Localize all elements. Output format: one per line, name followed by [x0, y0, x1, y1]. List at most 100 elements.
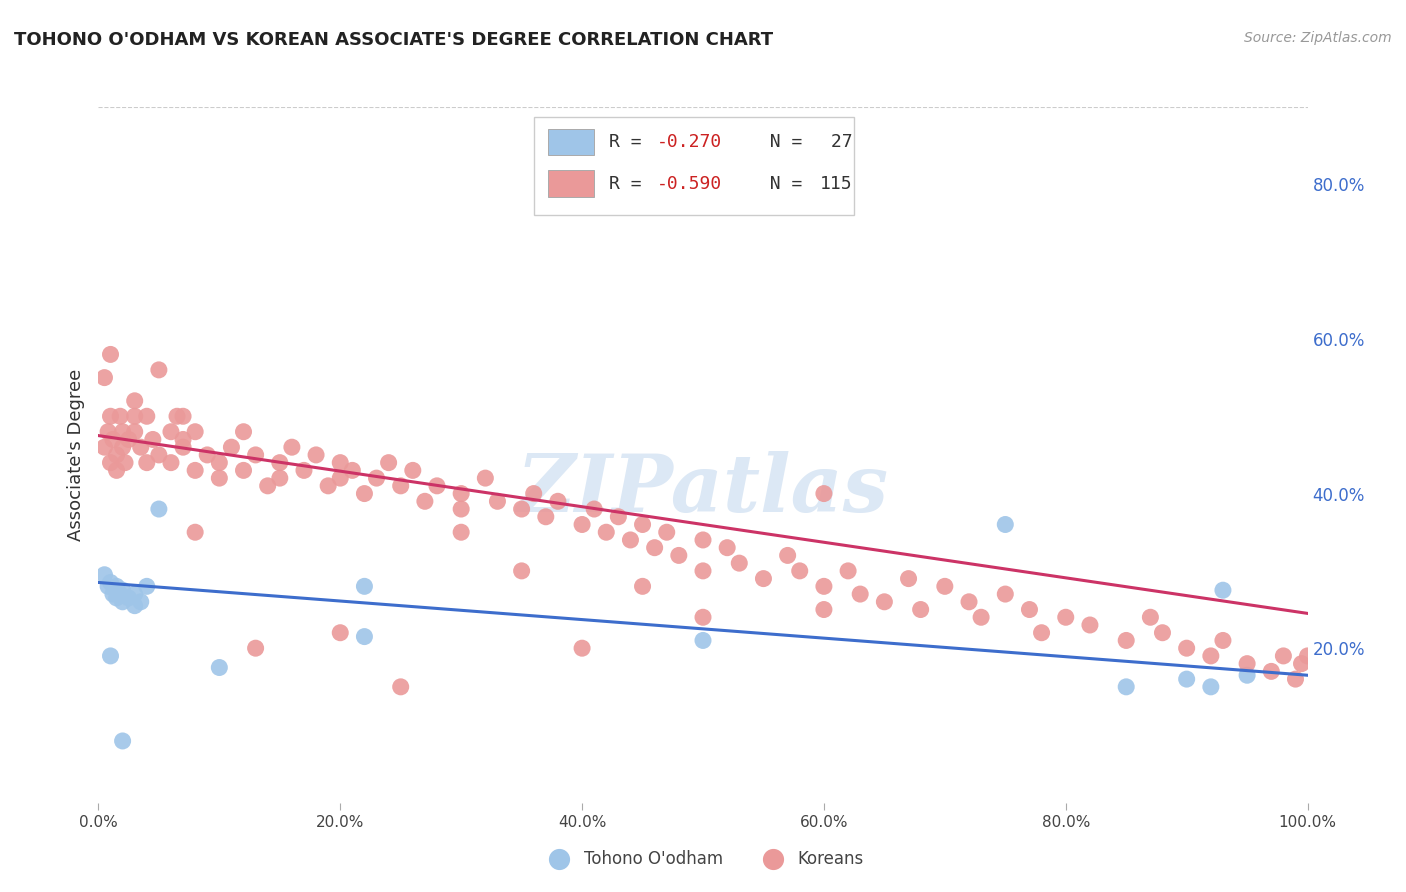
- Point: [1175, 672, 1198, 686]
- Point: [1152, 625, 1174, 640]
- Point: [1031, 625, 1053, 640]
- Point: [1260, 665, 1282, 679]
- Point: [208, 471, 231, 485]
- Point: [245, 448, 267, 462]
- Point: [655, 525, 678, 540]
- Point: [752, 572, 775, 586]
- Point: [426, 479, 449, 493]
- Point: [105, 579, 128, 593]
- Point: [111, 440, 134, 454]
- Point: [101, 433, 124, 447]
- Point: [118, 591, 141, 605]
- Point: [1115, 680, 1137, 694]
- Text: Source: ZipAtlas.com: Source: ZipAtlas.com: [1244, 31, 1392, 45]
- Point: [108, 587, 131, 601]
- Point: [105, 591, 128, 605]
- Point: [100, 409, 122, 424]
- Point: [129, 595, 152, 609]
- Point: [101, 587, 124, 601]
- Point: [269, 471, 291, 485]
- Point: [994, 587, 1017, 601]
- Point: [100, 575, 122, 590]
- Point: [292, 463, 315, 477]
- Point: [232, 425, 254, 439]
- Point: [305, 448, 328, 462]
- Point: [148, 448, 170, 462]
- Point: [377, 456, 399, 470]
- Point: [692, 564, 714, 578]
- Point: [105, 463, 128, 477]
- Point: [692, 533, 714, 547]
- Point: [316, 479, 339, 493]
- Point: [668, 549, 690, 563]
- Point: [114, 456, 136, 470]
- Point: [970, 610, 993, 624]
- Point: [129, 440, 152, 454]
- Point: [631, 517, 654, 532]
- Point: [100, 347, 122, 361]
- Point: [329, 471, 352, 485]
- Point: [776, 549, 799, 563]
- Text: ZIPatlas: ZIPatlas: [517, 451, 889, 528]
- Point: [111, 595, 134, 609]
- Text: -0.270: -0.270: [657, 133, 723, 151]
- Text: 27: 27: [820, 133, 853, 151]
- Point: [93, 370, 115, 384]
- Text: R =: R =: [609, 133, 652, 151]
- Point: [1139, 610, 1161, 624]
- Point: [108, 409, 131, 424]
- Point: [1272, 648, 1295, 663]
- Point: [124, 587, 146, 601]
- Point: [142, 433, 165, 447]
- Text: -0.590: -0.590: [657, 175, 723, 193]
- Point: [510, 502, 533, 516]
- Point: [1115, 633, 1137, 648]
- Point: [728, 556, 751, 570]
- Point: [353, 486, 375, 500]
- Point: [353, 579, 375, 593]
- Point: [97, 425, 120, 439]
- Point: [93, 440, 115, 454]
- Point: [510, 564, 533, 578]
- Point: [910, 602, 932, 616]
- Point: [208, 660, 231, 674]
- Point: [934, 579, 956, 593]
- Point: [172, 433, 194, 447]
- Point: [329, 456, 352, 470]
- Point: [450, 486, 472, 500]
- Point: [353, 630, 375, 644]
- Point: [413, 494, 436, 508]
- Point: [135, 579, 157, 593]
- Point: [547, 494, 569, 508]
- Point: [1236, 657, 1258, 671]
- Point: [571, 517, 593, 532]
- Point: [1212, 633, 1234, 648]
- Point: [172, 409, 194, 424]
- Point: [172, 440, 194, 454]
- Point: [1175, 641, 1198, 656]
- Point: [849, 587, 872, 601]
- Point: [523, 486, 546, 500]
- Point: [583, 502, 606, 516]
- Point: [281, 440, 304, 454]
- Point: [450, 502, 472, 516]
- Y-axis label: Associate's Degree: Associate's Degree: [66, 368, 84, 541]
- Point: [474, 471, 496, 485]
- Point: [160, 425, 183, 439]
- Point: [534, 509, 557, 524]
- Text: N =: N =: [748, 133, 813, 151]
- Point: [486, 494, 509, 508]
- Point: [232, 463, 254, 477]
- Point: [195, 448, 218, 462]
- Point: [221, 440, 243, 454]
- Point: [148, 363, 170, 377]
- Point: [1018, 602, 1040, 616]
- Point: [97, 579, 120, 593]
- Point: [644, 541, 666, 555]
- Point: [813, 602, 835, 616]
- Point: [450, 525, 472, 540]
- Point: [813, 579, 835, 593]
- Point: [789, 564, 811, 578]
- FancyBboxPatch shape: [534, 118, 855, 215]
- Point: [100, 648, 122, 663]
